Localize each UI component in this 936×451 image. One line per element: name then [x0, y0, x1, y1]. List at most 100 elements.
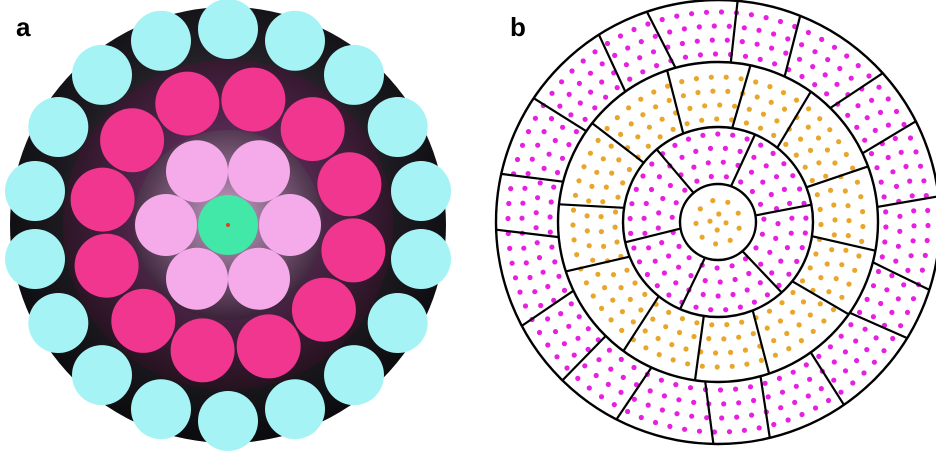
ring-2-node: [706, 336, 712, 342]
ring-2-node: [628, 121, 634, 127]
ring-3-node: [645, 402, 651, 408]
ring-3-node: [721, 401, 727, 407]
ring-1-node: [631, 245, 637, 251]
ring-2-node: [626, 166, 633, 173]
ring-2-node: [586, 243, 592, 249]
ring-1-node: [720, 159, 726, 165]
ring-1-node: [797, 186, 803, 192]
ring-3-node: [587, 70, 594, 76]
layer-1-strand: [135, 194, 197, 256]
ring-2-node: [571, 237, 577, 243]
ring-2-node: [699, 363, 705, 369]
ring-3-node: [618, 356, 624, 362]
ring-3-node: [580, 58, 586, 64]
ring-3-node: [834, 81, 840, 87]
ring-3-node: [559, 79, 565, 85]
ring-2-node: [736, 334, 742, 340]
ring-2-node: [601, 243, 607, 249]
ring-3-node: [882, 239, 888, 245]
ring-3-node: [548, 116, 555, 122]
layer-3-strand: [367, 97, 428, 157]
ring-2-divider: [591, 122, 645, 164]
ring-2-node: [570, 222, 576, 228]
ring-2-node: [793, 152, 799, 158]
ring-2-node: [612, 224, 618, 230]
ring-2-node: [619, 327, 625, 333]
ring-3-node: [854, 124, 860, 130]
ring-3-node: [674, 13, 680, 19]
ring-3-node: [779, 389, 786, 395]
ring-3-node: [844, 53, 850, 59]
ring-2-divider: [565, 255, 630, 273]
ring-1-node: [763, 163, 769, 169]
ring-2-node: [832, 160, 838, 166]
ring-3-node: [709, 37, 715, 43]
ring-1-node: [723, 307, 729, 313]
center-node: [716, 211, 722, 217]
ring-3-node: [883, 209, 889, 215]
ring-2-node: [627, 296, 633, 302]
ring-3-node: [566, 91, 572, 97]
ring-1-node: [729, 263, 735, 269]
ring-3-node: [903, 163, 909, 170]
ring-2-node: [760, 111, 767, 117]
ring-3-node: [889, 309, 895, 315]
layer-3-strand: [265, 379, 325, 440]
ring-3-node: [532, 115, 539, 121]
ring-2-node: [799, 278, 806, 284]
layer-2-strand: [280, 97, 345, 162]
ring-3-node: [741, 25, 747, 31]
center-node: [714, 227, 720, 233]
ring-1-node: [715, 293, 721, 299]
ring-1-node: [708, 173, 714, 180]
ring-1-divider: [755, 203, 812, 217]
ring-1-node: [744, 287, 750, 293]
ring-3-node: [816, 353, 822, 359]
ring-2-node: [845, 233, 851, 239]
ring-2-node: [774, 118, 780, 124]
ring-1-node: [744, 136, 750, 142]
ring-1-node: [685, 136, 692, 142]
ring-2-node: [590, 293, 596, 299]
ring-2-node: [771, 338, 777, 344]
ring-2-node: [814, 192, 820, 198]
ring-2-node: [854, 179, 861, 185]
ring-3-node: [647, 388, 653, 394]
ring-1-node: [758, 261, 764, 267]
ring-2-node: [830, 307, 837, 313]
ring-2-node: [839, 262, 845, 268]
ring-3-divider: [849, 311, 908, 340]
ring-1-node: [659, 240, 665, 246]
ring-3-node: [618, 389, 624, 395]
ring-2-node: [717, 102, 723, 108]
ring-3-divider: [597, 34, 627, 93]
ring-3-node: [726, 429, 733, 435]
ring-3-node: [803, 362, 809, 368]
ring-2-node: [630, 319, 636, 325]
ring-3-node: [893, 108, 900, 115]
ring-3-divider: [877, 195, 936, 208]
ring-3-node: [575, 335, 581, 341]
ring-2-node: [581, 164, 587, 170]
ring-2-node: [831, 232, 837, 238]
ring-1-node: [628, 230, 634, 236]
ring-2-node: [666, 97, 672, 103]
ring-2-node: [679, 316, 686, 322]
ring-3-node: [564, 365, 570, 371]
ring-1-node: [669, 214, 675, 220]
ring-1-node: [770, 150, 776, 156]
ring-3-node: [625, 45, 631, 51]
ring-2-node: [816, 160, 822, 166]
layer-3-strand: [198, 0, 258, 59]
ring-1-node: [715, 131, 721, 137]
ring-2-node: [843, 247, 849, 253]
ring-3-node: [689, 413, 695, 419]
ring-3-node: [667, 423, 673, 429]
ring-2-node: [609, 170, 615, 176]
ring-1-node: [799, 245, 805, 251]
ring-3-node: [756, 27, 762, 33]
ring-2-node: [860, 209, 866, 215]
ring-3-node: [585, 326, 591, 332]
ring-2-node: [620, 180, 626, 186]
ring-1-node: [640, 173, 646, 179]
